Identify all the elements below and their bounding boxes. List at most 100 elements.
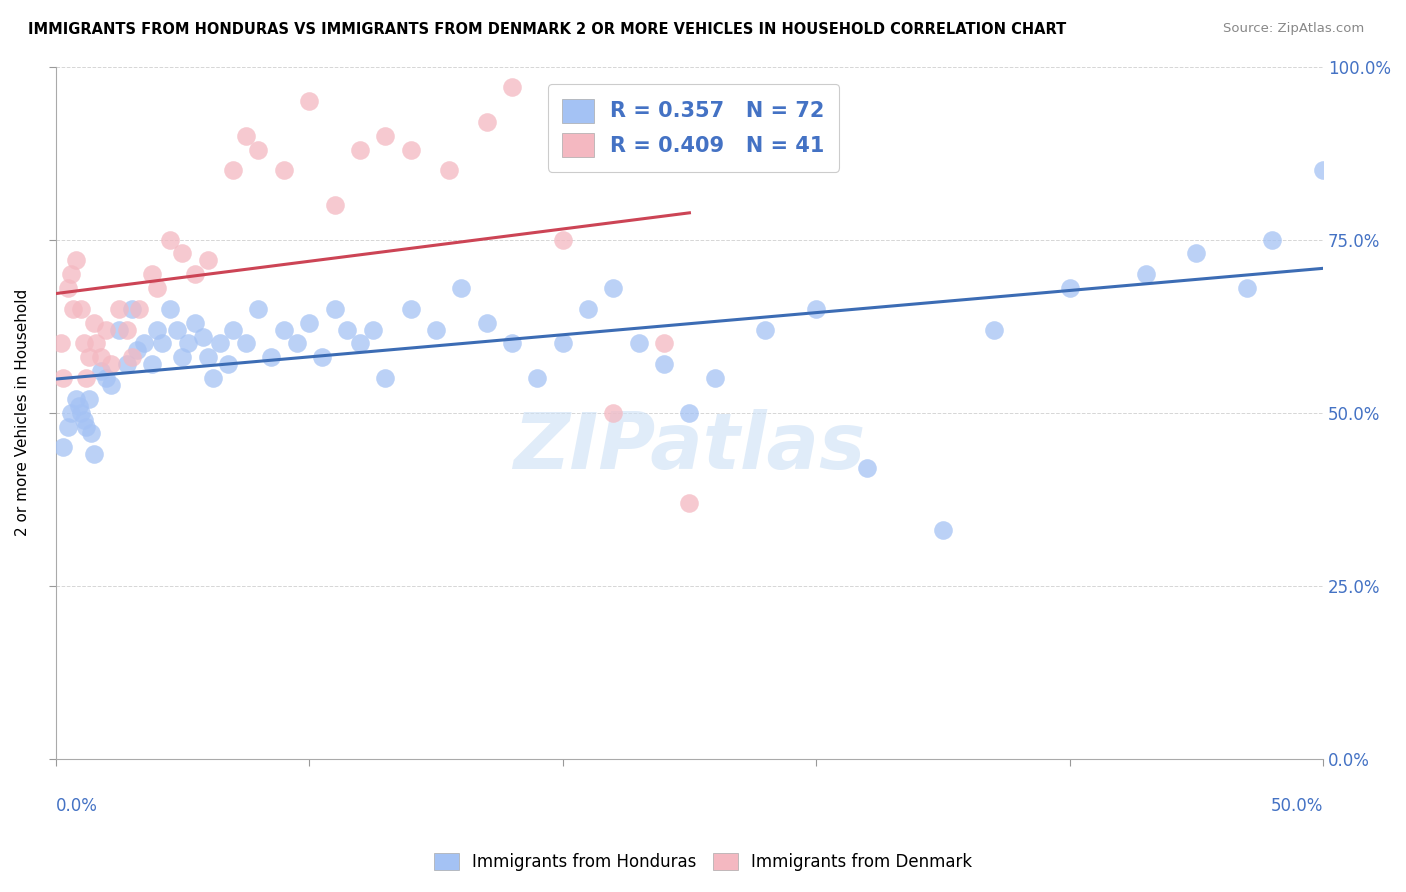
Point [159,301,181,316]
Point [932,524,955,538]
Point [450,281,472,295]
Text: ZIPatlas: ZIPatlas [513,409,866,485]
Point [49,336,72,351]
Point [602,281,624,295]
Point [602,406,624,420]
Point [475,115,498,129]
Text: Source: ZipAtlas.com: Source: ZipAtlas.com [1223,22,1364,36]
Point [184,316,207,330]
Point [1312,163,1334,178]
Point [235,128,257,143]
Point [983,323,1005,337]
Point [323,301,346,316]
Point [84,336,107,351]
Point [172,351,194,365]
Point [166,323,188,337]
Point [52,371,75,385]
Point [108,301,131,316]
Point [349,336,371,351]
Point [754,323,776,337]
Point [62,301,84,316]
Point [399,301,422,316]
Point [652,357,675,371]
Point [65,253,87,268]
Point [75,419,97,434]
Point [100,378,122,392]
Point [90,364,112,378]
Point [399,143,422,157]
Point [526,371,548,385]
Point [72,412,94,426]
Point [374,371,396,385]
Point [150,336,173,351]
Point [311,351,333,365]
Point [70,301,93,316]
Point [374,128,396,143]
Point [336,323,359,337]
Point [146,281,169,295]
Point [58,419,80,434]
Point [1135,267,1157,281]
Point [115,323,138,337]
Point [115,357,138,371]
Point [59,267,82,281]
Point [77,392,100,406]
Point [298,316,321,330]
Point [80,426,103,441]
Point [197,351,219,365]
Point [75,371,97,385]
Point [1236,281,1258,295]
Point [856,461,879,475]
Point [652,336,675,351]
Text: IMMIGRANTS FROM HONDURAS VS IMMIGRANTS FROM DENMARK 2 OR MORE VEHICLES IN HOUSEH: IMMIGRANTS FROM HONDURAS VS IMMIGRANTS F… [28,22,1066,37]
Point [551,336,574,351]
Point [298,94,321,108]
Y-axis label: 2 or more Vehicles in Household: 2 or more Vehicles in Household [15,289,30,536]
Point [323,198,346,212]
Point [197,253,219,268]
Point [70,406,93,420]
Point [72,336,94,351]
Point [184,267,207,281]
Point [108,323,131,337]
Point [501,80,523,95]
Point [217,357,239,371]
Text: 0.0%: 0.0% [56,797,97,815]
Point [576,301,599,316]
Point [58,281,80,295]
Point [425,323,447,337]
Text: 50.0%: 50.0% [1271,797,1323,815]
Point [273,323,295,337]
Point [349,143,371,157]
Point [121,351,143,365]
Point [83,316,105,330]
Point [52,440,75,454]
Point [1337,211,1360,226]
Point [134,336,156,351]
Point [222,323,245,337]
Point [100,357,122,371]
Point [146,323,169,337]
Point [209,336,232,351]
Point [1185,246,1208,260]
Point [703,371,725,385]
Point [141,357,163,371]
Point [361,323,384,337]
Point [176,336,198,351]
Point [1059,281,1081,295]
Point [83,447,105,461]
Point [627,336,650,351]
Point [551,233,574,247]
Point [501,336,523,351]
Point [96,323,118,337]
Point [678,406,700,420]
Point [678,496,700,510]
Point [121,301,143,316]
Point [1261,233,1284,247]
Point [128,301,150,316]
Point [201,371,224,385]
Legend: Immigrants from Honduras, Immigrants from Denmark: Immigrants from Honduras, Immigrants fro… [425,845,981,880]
Point [191,329,214,343]
Point [273,163,295,178]
Point [804,301,827,316]
